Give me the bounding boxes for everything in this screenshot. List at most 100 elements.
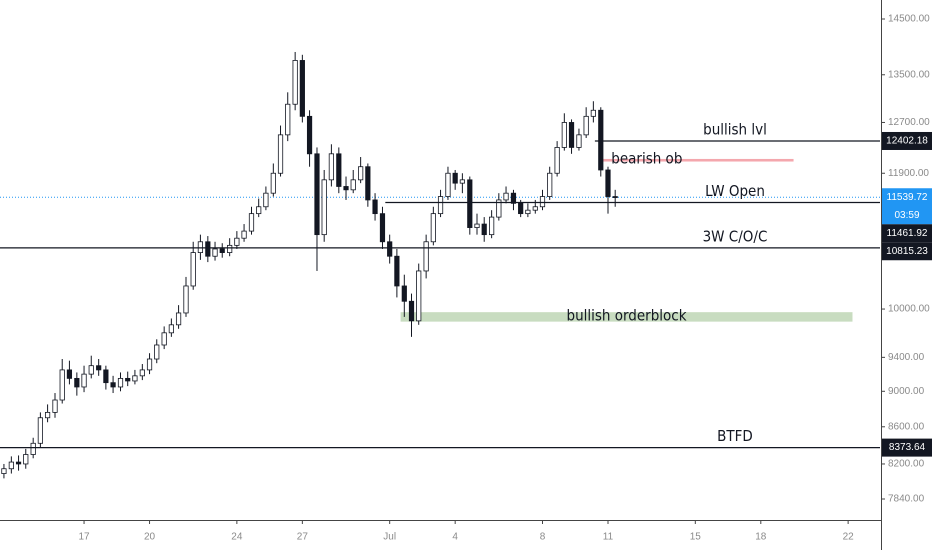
candle-body	[197, 241, 204, 253]
x-tick-label: 17	[78, 532, 90, 543]
candle-body	[532, 206, 538, 211]
candle-body	[66, 369, 73, 379]
candle-body	[539, 196, 546, 208]
candle-body	[343, 186, 349, 191]
candle-body	[139, 369, 145, 377]
candle-body	[270, 172, 276, 194]
candle-body	[445, 172, 451, 197]
price-label-box	[882, 438, 932, 457]
candle-body	[161, 332, 167, 346]
candle-body	[44, 411, 51, 419]
candle-body	[96, 365, 102, 371]
candle-body	[328, 153, 334, 181]
candle-body	[241, 230, 247, 239]
candle-body	[146, 358, 153, 371]
x-tick-label: 4	[452, 532, 458, 543]
candle-body	[88, 365, 94, 375]
candle-body	[467, 179, 473, 228]
x-tick-label: 22	[843, 532, 855, 543]
candle-body	[321, 179, 327, 236]
candle-body	[306, 115, 313, 155]
candle-body	[365, 166, 371, 201]
y-tick-label: 14500.00	[888, 14, 930, 25]
candle-body	[350, 179, 356, 191]
candle-body	[299, 60, 305, 117]
candle-body	[103, 369, 109, 384]
candle-body	[183, 285, 189, 314]
candle-body	[598, 109, 604, 171]
candle-body	[15, 461, 22, 465]
y-tick-label: 12700.00	[888, 117, 930, 128]
y-tick-label: 8200.00	[888, 459, 925, 470]
candle-body	[387, 241, 393, 257]
candle-body	[489, 216, 495, 236]
x-tick-label: 20	[144, 532, 156, 543]
candle-body	[590, 109, 596, 117]
candle-body	[168, 324, 174, 334]
x-tick-label: 18	[755, 532, 767, 543]
candle-body	[256, 206, 262, 215]
candle-body	[459, 179, 465, 184]
candle-body	[277, 134, 284, 174]
candle-body	[234, 237, 240, 246]
candle-body	[285, 103, 291, 136]
candle-body	[561, 122, 567, 148]
candle-body	[554, 147, 560, 174]
candle-body	[30, 442, 36, 455]
candle-body	[175, 312, 182, 326]
x-tick-label: 8	[540, 532, 546, 543]
candle-body	[518, 202, 524, 215]
candle-body	[8, 461, 14, 470]
candle-body	[612, 196, 618, 198]
x-tick-label: 15	[690, 532, 702, 543]
candle-body	[503, 192, 509, 201]
level-label: 3W C/O/C	[703, 227, 768, 245]
x-tick-label: Jul	[383, 532, 396, 543]
zone-label: bearish ob	[611, 150, 682, 168]
zone	[599, 158, 794, 162]
candle-body	[583, 115, 589, 136]
candle-body	[190, 252, 196, 287]
candle-body	[452, 172, 458, 184]
level-label: BTFD	[717, 427, 753, 445]
candle-body	[314, 153, 320, 236]
candle-body	[525, 209, 531, 215]
candle-body	[336, 153, 342, 187]
candle-body	[59, 369, 65, 401]
candle-body	[437, 196, 444, 215]
price-label: 11461.92	[887, 228, 928, 239]
candle-body	[205, 241, 211, 257]
candle-body	[37, 417, 43, 444]
candle-body	[227, 244, 233, 253]
candle-body	[423, 241, 429, 272]
candle-body	[110, 382, 116, 388]
candle-body	[154, 344, 160, 360]
zone	[400, 312, 853, 322]
y-tick-label: 9400.00	[888, 352, 925, 363]
x-tick-label: 27	[297, 532, 309, 543]
candle-body	[1, 468, 7, 474]
price-label: 11539.72	[887, 192, 928, 203]
candle-body	[372, 199, 378, 215]
y-tick-label: 7840.00	[888, 494, 925, 505]
y-tick-label: 10000.00	[888, 304, 930, 315]
y-tick-label: 11900.00	[888, 168, 929, 179]
price-label-box	[882, 131, 932, 150]
candle-body	[568, 122, 575, 148]
zone-label: bullish orderblock	[567, 306, 687, 324]
price-label: 8373.64	[889, 442, 926, 453]
candle-body	[416, 270, 422, 322]
level-label: LW Open	[705, 182, 765, 200]
y-tick-label: 9000.00	[888, 386, 925, 397]
candle-body	[74, 377, 80, 388]
price-label-box	[882, 188, 932, 225]
candle-body	[481, 223, 487, 236]
candle-body	[510, 192, 517, 204]
candle-body	[248, 213, 255, 232]
candle-body	[496, 199, 502, 218]
candle-body	[576, 134, 582, 148]
y-tick-label: 13500.00	[888, 69, 930, 80]
price-label: 10815.23	[886, 246, 928, 257]
candle-body	[81, 373, 87, 388]
